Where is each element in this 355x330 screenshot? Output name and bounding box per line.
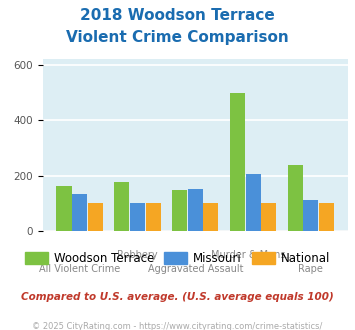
Bar [319,203,334,231]
Bar [188,189,203,231]
Bar [56,186,71,231]
Text: Rape: Rape [299,264,323,274]
Bar [288,165,303,231]
Bar [146,203,160,231]
Bar [261,203,276,231]
Legend: Woodson Terrace, Missouri, National: Woodson Terrace, Missouri, National [20,247,335,270]
Bar [114,182,129,231]
Bar [130,203,145,231]
Bar [72,194,87,231]
Text: All Violent Crime: All Violent Crime [39,264,120,274]
Bar [230,93,245,231]
Text: 2018 Woodson Terrace: 2018 Woodson Terrace [80,8,275,23]
Bar [246,174,261,231]
Text: Robbery: Robbery [117,250,158,260]
Text: Violent Crime Comparison: Violent Crime Comparison [66,30,289,45]
Bar [203,203,218,231]
Text: © 2025 CityRating.com - https://www.cityrating.com/crime-statistics/: © 2025 CityRating.com - https://www.city… [32,322,323,330]
Bar [304,200,318,231]
Text: Murder & Mans...: Murder & Mans... [211,250,295,260]
Text: Compared to U.S. average. (U.S. average equals 100): Compared to U.S. average. (U.S. average … [21,292,334,302]
Text: Aggravated Assault: Aggravated Assault [147,264,243,274]
Bar [88,203,103,231]
Bar [172,190,187,231]
